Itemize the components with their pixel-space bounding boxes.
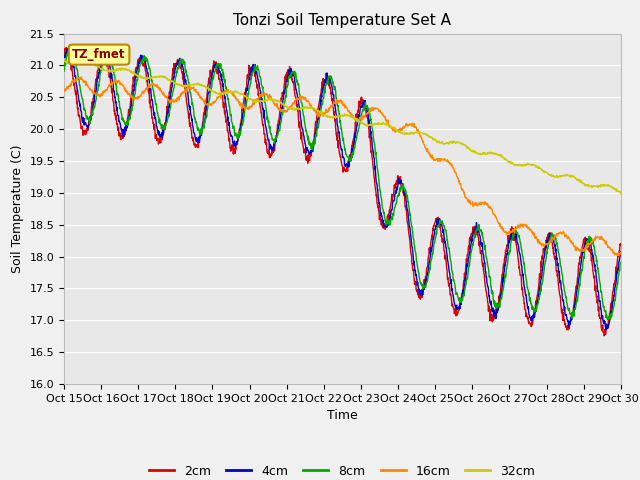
Legend: 2cm, 4cm, 8cm, 16cm, 32cm: 2cm, 4cm, 8cm, 16cm, 32cm xyxy=(145,460,540,480)
Title: Tonzi Soil Temperature Set A: Tonzi Soil Temperature Set A xyxy=(234,13,451,28)
Text: TZ_fmet: TZ_fmet xyxy=(72,48,126,61)
Y-axis label: Soil Temperature (C): Soil Temperature (C) xyxy=(11,144,24,273)
X-axis label: Time: Time xyxy=(327,409,358,422)
